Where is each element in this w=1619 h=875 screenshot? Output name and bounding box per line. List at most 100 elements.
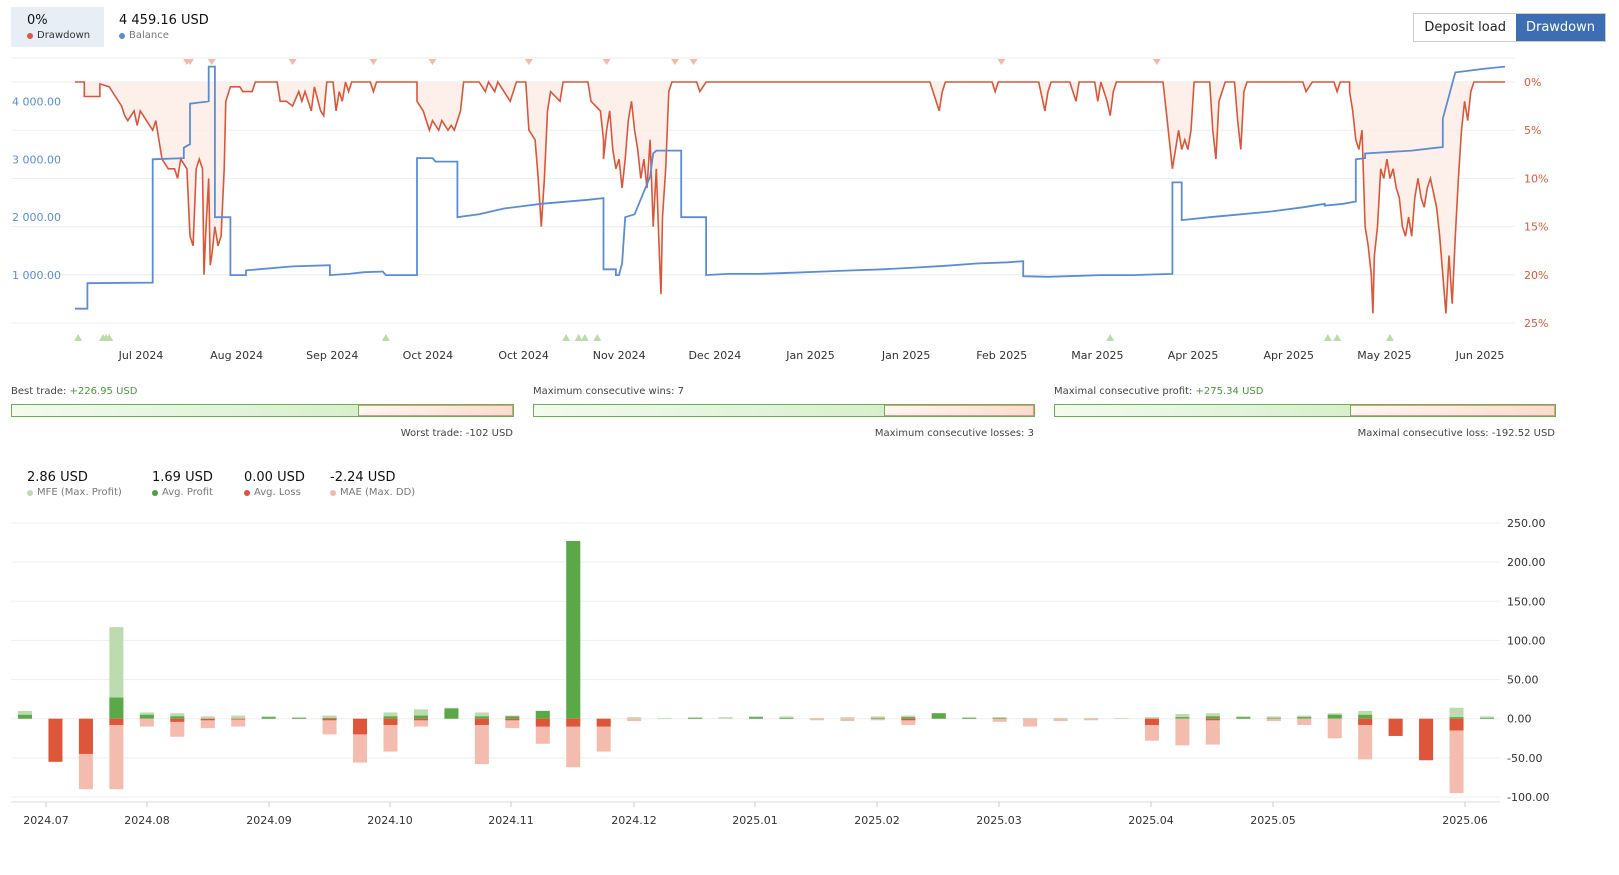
loss-bar <box>535 718 550 727</box>
mae-bar <box>505 718 520 729</box>
x-tick-label: Jan 2025 <box>881 349 930 362</box>
balance-legend-value: 4 459.16 USD <box>119 13 209 28</box>
profit-bar <box>1297 717 1312 719</box>
sell-marker <box>689 59 698 65</box>
mae-legend[interactable]: -2.24 USD MAE (Max. DD) <box>330 470 415 498</box>
profit-bar <box>413 715 428 719</box>
y-tick-label: 200.00 <box>1507 556 1546 569</box>
mae-bar <box>322 718 337 735</box>
mfe-bar <box>688 717 703 719</box>
balance-legend[interactable]: 4 459.16 USD Balance <box>119 13 209 41</box>
mfe-bar <box>1084 717 1099 719</box>
avg-profit-legend[interactable]: 1.69 USD Avg. Profit <box>152 470 213 498</box>
mae-bar <box>1205 718 1220 745</box>
mfe-bar <box>1449 707 1464 719</box>
loss-bar <box>1449 718 1464 731</box>
loss-bar <box>1205 718 1220 721</box>
y-right-tick-label: 20% <box>1524 269 1548 282</box>
mae-bar <box>170 718 185 737</box>
mae-bar <box>992 718 1007 722</box>
mfe-bar <box>1205 713 1220 719</box>
avg-loss-dot-icon <box>244 489 250 496</box>
mae-bar <box>474 718 489 765</box>
y-tick-label: -100.00 <box>1507 791 1549 804</box>
max-losses-label: Maximum consecutive losses: <box>874 428 1025 439</box>
profit-bar <box>261 717 276 719</box>
y-left-tick-label: 3 000.00 <box>12 153 61 166</box>
mae-bar <box>139 718 154 727</box>
buy-marker <box>580 334 589 341</box>
max-wins-value: 7 <box>677 386 684 397</box>
profit-bar <box>383 716 398 719</box>
x-tick-label: 2025.01 <box>732 814 778 827</box>
x-tick-label: 2025.04 <box>1128 814 1174 827</box>
buy-marker <box>74 334 83 341</box>
profit-bar <box>688 717 703 719</box>
drawdown-dot-icon <box>27 32 33 39</box>
profit-ratio-bar <box>1054 404 1556 417</box>
profit-bar <box>139 714 154 719</box>
mfe-bar <box>1175 714 1190 719</box>
sell-marker <box>997 59 1006 65</box>
drawdown-legend-value: 0% <box>27 13 48 28</box>
mae-bar <box>1175 718 1190 746</box>
profit-bar <box>444 708 459 719</box>
mfe-bar <box>901 715 916 719</box>
deposit-load-button[interactable]: Deposit load <box>1414 14 1516 41</box>
drawdown-legend[interactable]: 0% Drawdown <box>11 7 105 47</box>
balance-legend-label: Balance <box>129 30 169 41</box>
mae-legend-value: -2.24 USD <box>330 470 396 485</box>
mfe-bar <box>809 717 824 719</box>
profit-bar <box>992 717 1007 719</box>
best-trade-label: Best trade: <box>11 386 67 397</box>
x-tick-label: 2024.07 <box>23 814 69 827</box>
profit-bar <box>1480 717 1494 719</box>
mae-legend-label: MAE (Max. DD) <box>340 487 416 498</box>
mfe-bar <box>1266 716 1281 719</box>
mfe-bar <box>657 717 672 719</box>
max-loss-value: -192.52 USD <box>1491 428 1555 439</box>
sell-marker <box>207 59 216 65</box>
sell-marker <box>602 59 611 65</box>
loss-bar <box>353 718 368 735</box>
mfe-bar <box>1053 717 1068 719</box>
x-tick-label: 2024.10 <box>367 814 413 827</box>
x-tick-label: 2025.06 <box>1442 814 1488 827</box>
profit-bar <box>109 697 124 719</box>
balance-dot-icon <box>119 32 125 39</box>
x-tick-label: Feb 2025 <box>976 349 1027 362</box>
mfe-legend[interactable]: 2.86 USD MFE (Max. Profit) <box>27 470 122 498</box>
x-tick-label: Apr 2025 <box>1263 349 1314 362</box>
drawdown-button[interactable]: Drawdown <box>1515 14 1605 41</box>
x-tick-label: 2025.05 <box>1250 814 1296 827</box>
mfe-bar <box>870 716 885 719</box>
x-tick-label: 2025.03 <box>976 814 1022 827</box>
mfe-mae-bar-chart: 250.00 200.00 150.00 100.00 50.00 0.00 -50.00 -… <box>11 517 1549 827</box>
profit-bar <box>1449 717 1464 719</box>
mfe-legend-value: 2.86 USD <box>27 470 88 485</box>
worst-trade-stat: Worst trade: -102 USD <box>11 428 513 439</box>
trade-ratio-bar <box>11 404 514 417</box>
max-losses-value: 3 <box>1027 428 1034 439</box>
balance-drawdown-chart: 4 000.00 3 000.00 2 000.00 1 000.00 0% 5% 10% 1… <box>11 57 1548 362</box>
x-tick-label: Apr 2025 <box>1168 349 1219 362</box>
y-right-tick-label: 15% <box>1524 221 1548 234</box>
loss-bar <box>1358 718 1373 725</box>
avg-profit-legend-label: Avg. Profit <box>162 487 213 498</box>
mfe-bar <box>1144 717 1159 719</box>
profit-bar <box>1175 717 1190 719</box>
x-tick-label: 2024.11 <box>488 814 534 827</box>
profit-bar <box>322 717 337 719</box>
profit-bar <box>18 714 32 719</box>
sell-marker <box>670 59 679 65</box>
mfe-bar <box>1480 716 1494 719</box>
mfe-bar <box>840 717 855 719</box>
avg-loss-legend[interactable]: 0.00 USD Avg. Loss <box>244 470 305 498</box>
mfe-bar <box>383 712 398 719</box>
loss-bar <box>505 718 520 721</box>
sell-marker <box>428 59 437 65</box>
profit-bar <box>474 716 489 719</box>
sell-marker <box>1152 59 1161 65</box>
mae-bar <box>383 718 398 752</box>
loss-bar <box>1144 718 1159 725</box>
